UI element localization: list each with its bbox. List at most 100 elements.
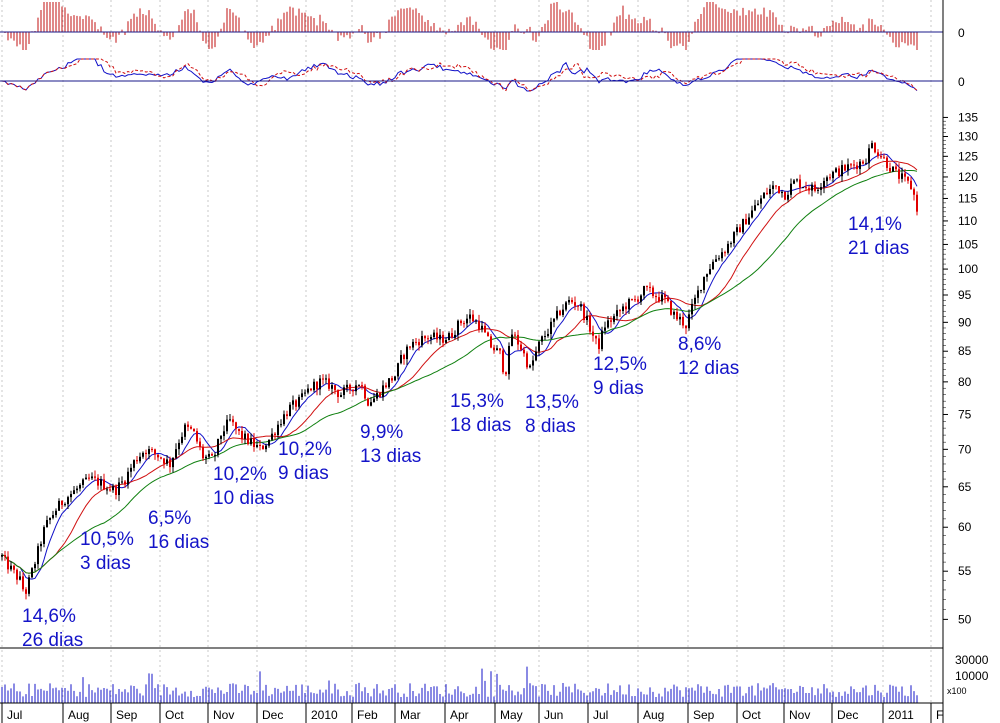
- candle-body: [232, 419, 234, 423]
- candle-body: [718, 258, 720, 260]
- candle-body: [682, 316, 684, 326]
- candle-body: [841, 165, 843, 177]
- candle-body: [754, 205, 756, 211]
- candle-body: [646, 286, 648, 288]
- candle-body: [583, 304, 585, 321]
- candle-body: [601, 330, 603, 350]
- candle-body: [349, 384, 351, 390]
- candle-body: [442, 334, 444, 343]
- price-tick-label: 95: [958, 288, 972, 302]
- candle-body: [637, 299, 639, 302]
- candle-body: [160, 457, 162, 459]
- osc1-zero-label: 0: [958, 26, 965, 40]
- candle-body: [214, 454, 216, 456]
- month-tick-label: Aug: [68, 708, 89, 722]
- price-tick-label: 135: [958, 110, 978, 124]
- candle-body: [730, 243, 732, 245]
- candle-body: [154, 449, 156, 455]
- candle-body: [427, 338, 429, 340]
- candle-body: [238, 428, 240, 431]
- candle-body: [733, 232, 735, 244]
- candle-body: [862, 161, 864, 164]
- date-axis: Jul Aug Sep Oct Nov Dec 2010 Feb Mar Apr May Jun Jul…: [1, 703, 943, 723]
- candle-body: [223, 431, 225, 437]
- month-tick-label: May: [500, 708, 523, 722]
- annotation-percent: 9,9%: [360, 422, 403, 443]
- candle-body: [277, 424, 279, 435]
- candle-body: [712, 261, 714, 270]
- price-tick-label: 70: [958, 442, 972, 456]
- candle-body: [460, 320, 462, 324]
- candle-body: [376, 393, 378, 399]
- candle-body: [301, 393, 303, 398]
- candle-body: [370, 402, 372, 406]
- candle-body: [589, 315, 591, 332]
- candle-body: [508, 345, 510, 375]
- candle-body: [562, 309, 564, 315]
- candle-body: [619, 310, 621, 312]
- candle-body: [385, 385, 387, 388]
- candle-body: [112, 486, 114, 491]
- candle-body: [868, 148, 870, 164]
- candle-body: [325, 378, 327, 380]
- candle-body: [367, 398, 369, 406]
- candle-body: [25, 589, 27, 594]
- candle-body: [895, 166, 897, 170]
- candle-body: [316, 381, 318, 390]
- price-tick-label: 60: [958, 520, 972, 534]
- candle-body: [130, 467, 132, 472]
- candle-body: [394, 376, 396, 381]
- candle-body: [466, 318, 468, 324]
- candle-body: [772, 185, 774, 190]
- candle-body: [391, 378, 393, 381]
- candle-body: [421, 336, 423, 346]
- candle-body: [241, 430, 243, 439]
- candle-body: [268, 439, 270, 446]
- candle-body: [787, 194, 789, 200]
- volume-axis: 30000 10000 x100: [947, 653, 989, 696]
- candle-body: [16, 569, 18, 580]
- candle-body: [4, 554, 6, 557]
- annotation-days: 13 dias: [360, 446, 421, 467]
- candle-body: [835, 168, 837, 172]
- candle-body: [313, 381, 315, 391]
- candle-body: [511, 334, 513, 346]
- annotation-days: 8 dias: [525, 416, 576, 437]
- candle-body: [721, 252, 723, 259]
- candle-body: [634, 299, 636, 301]
- candle-body: [304, 392, 306, 394]
- candle-body: [889, 167, 891, 172]
- candle-body: [94, 476, 96, 478]
- candle-body: [157, 454, 159, 458]
- candle-body: [424, 336, 426, 339]
- candle-body: [790, 183, 792, 195]
- candle-body: [109, 489, 111, 491]
- candle-body: [913, 189, 915, 195]
- candle-body: [250, 438, 252, 445]
- oscillator-lines-panel: [1, 58, 918, 92]
- candle-body: [352, 389, 354, 392]
- candle-body: [451, 333, 453, 338]
- candle-body: [172, 457, 174, 468]
- candle-body: [175, 449, 177, 458]
- candle-body: [679, 316, 681, 320]
- candle-body: [280, 424, 282, 426]
- annotation-days: 9 dias: [593, 378, 644, 399]
- candle-body: [55, 510, 57, 516]
- candle-body: [244, 433, 246, 439]
- candle-body: [814, 184, 816, 191]
- candle-body: [631, 298, 633, 300]
- candle-body: [577, 305, 579, 307]
- candle-body: [196, 431, 198, 442]
- annotation-days: 12 dias: [678, 358, 739, 379]
- candle-body: [547, 333, 549, 337]
- candle-body: [670, 300, 672, 315]
- candle-body: [10, 565, 12, 570]
- candle-body: [475, 320, 477, 322]
- oscillator-line-b: [1, 58, 918, 92]
- annotation-percent: 14,6%: [22, 606, 76, 627]
- candle-body: [220, 436, 222, 439]
- candle-body: [169, 459, 171, 468]
- month-tick-label: 2010: [311, 708, 338, 722]
